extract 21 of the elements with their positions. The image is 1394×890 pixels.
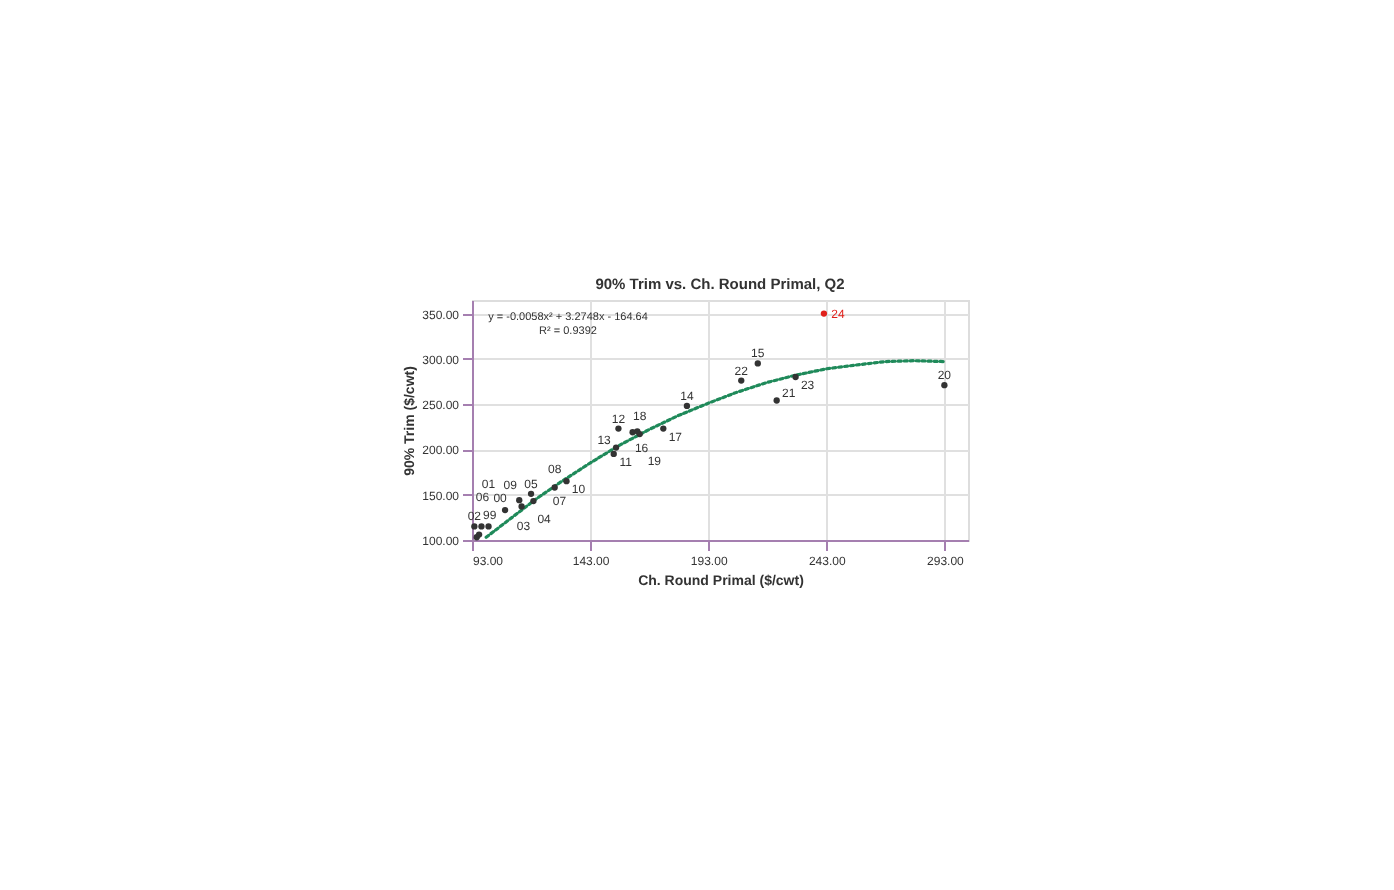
point <box>551 484 558 491</box>
point <box>530 497 537 505</box>
point <box>738 377 745 384</box>
point <box>941 381 948 389</box>
point <box>527 490 535 497</box>
point <box>485 523 492 530</box>
point <box>612 444 620 451</box>
point <box>773 397 780 404</box>
point <box>754 360 761 367</box>
point <box>518 503 525 510</box>
point <box>615 425 622 432</box>
point <box>683 402 691 410</box>
point <box>820 310 828 317</box>
point <box>563 477 570 485</box>
point <box>471 523 478 530</box>
point <box>516 497 523 504</box>
point <box>610 450 617 458</box>
point <box>501 506 509 514</box>
point <box>792 373 799 381</box>
point <box>660 425 667 432</box>
point <box>478 523 485 530</box>
